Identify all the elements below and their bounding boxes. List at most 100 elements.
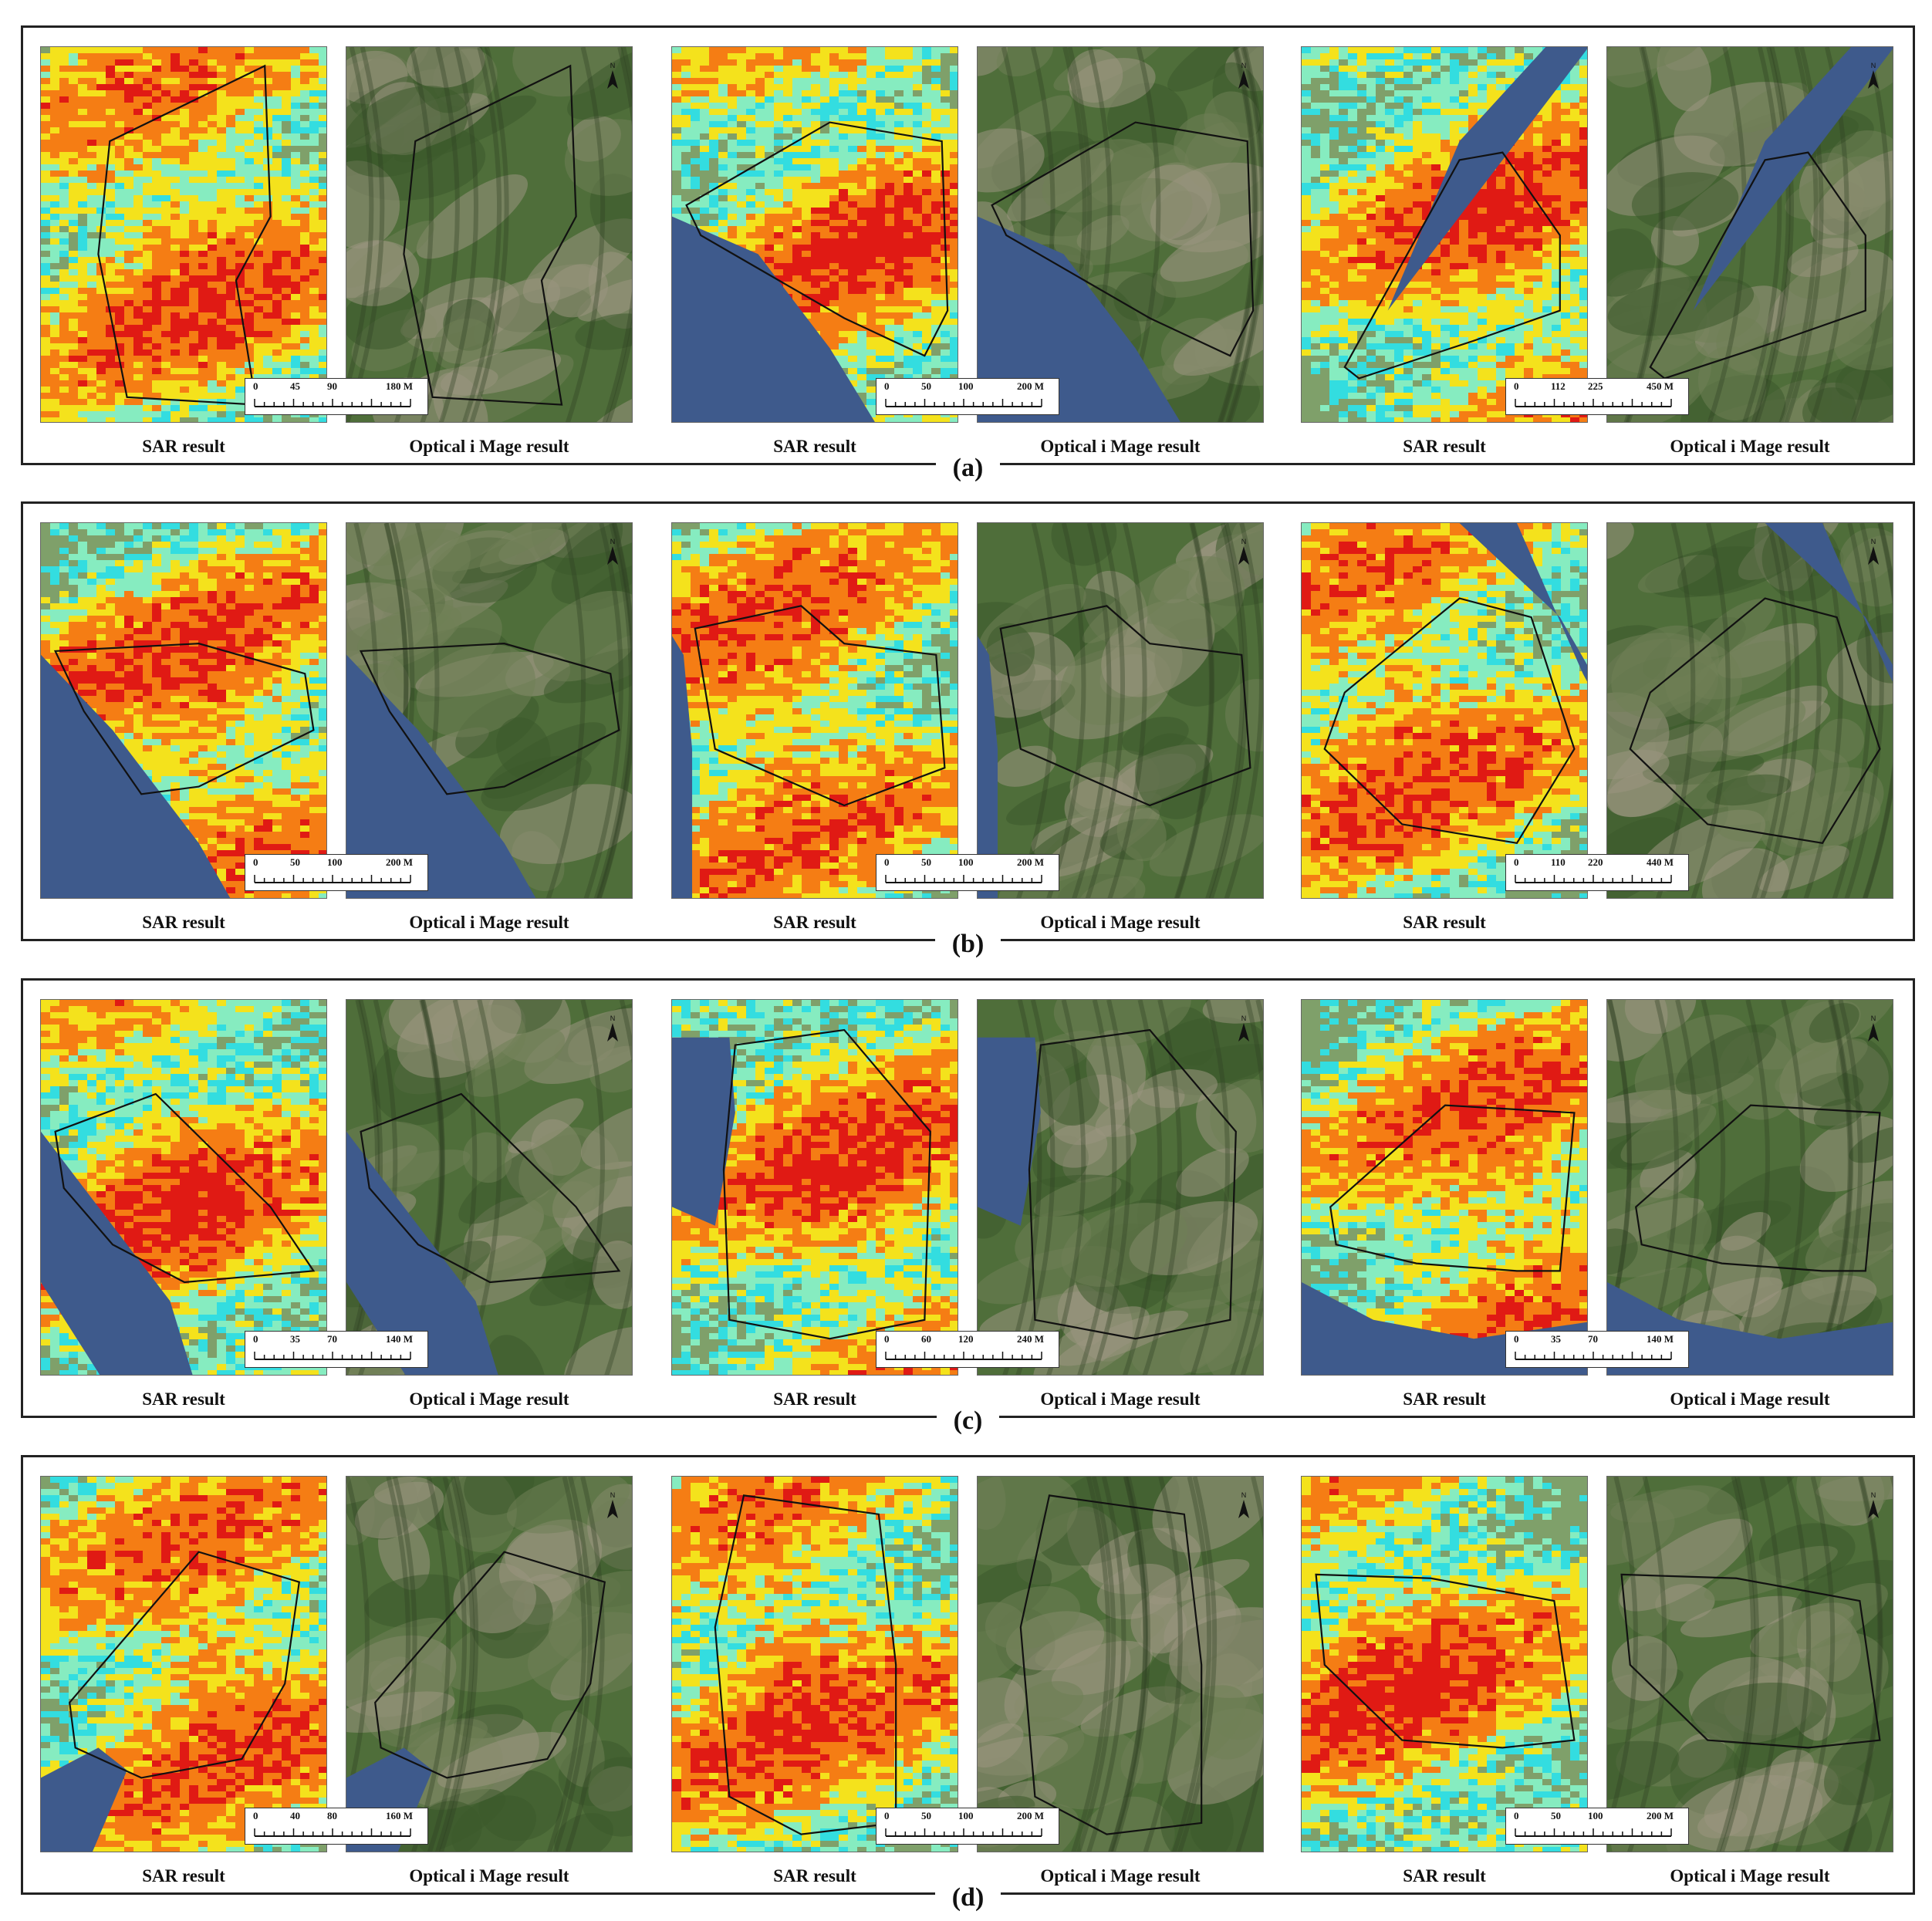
optical-image-caption: Optical i Mage result: [1670, 1866, 1830, 1886]
scale-bar-label: 50: [290, 856, 300, 868]
scale-bar-label: 0: [253, 1810, 258, 1821]
optical-image: N: [977, 522, 1264, 899]
optical-image-caption: Optical i Mage result: [409, 437, 569, 456]
sar-result-image: [1301, 522, 1588, 899]
panel-1: N 0 50 100 200 M SAR result Optical i Mage res…: [21, 501, 1915, 958]
sar-result-caption: SAR result: [773, 913, 856, 932]
scale-bar-label: 35: [1551, 1333, 1561, 1345]
sar-result-caption: SAR result: [142, 437, 225, 456]
optical-image: N: [1606, 999, 1893, 1376]
sar-result-caption: SAR result: [1403, 913, 1486, 932]
svg-text:N: N: [1871, 62, 1876, 69]
sar-result-caption: SAR result: [773, 437, 856, 456]
scale-bar: 0 40 80 160 M: [245, 1808, 428, 1845]
north-arrow-icon: N: [1865, 1014, 1882, 1045]
scale-bar-label: 0: [253, 1333, 258, 1345]
optical-image: N: [977, 999, 1264, 1376]
north-arrow-icon: N: [1235, 537, 1252, 568]
scale-bar-label: 200 M: [1017, 1810, 1045, 1821]
scale-bar-label: 200 M: [386, 856, 414, 868]
sar-result-image: [40, 46, 327, 423]
optical-image-caption: Optical i Mage result: [409, 1866, 569, 1886]
north-arrow-icon: N: [604, 61, 621, 92]
scale-bar: 0 50 100 200 M: [876, 1808, 1059, 1845]
scale-bar: 0 50 100 200 M: [876, 378, 1059, 415]
scale-bar-label: 70: [1588, 1333, 1598, 1345]
scale-bar: 0 112 225 450 M: [1505, 378, 1689, 415]
sar-result-caption: SAR result: [1403, 437, 1486, 456]
north-arrow-icon: N: [1865, 1491, 1882, 1521]
svg-text:N: N: [1241, 62, 1247, 69]
scale-bar-label: 112: [1551, 380, 1566, 392]
scale-bar-label: 100: [958, 380, 974, 392]
scale-bar: 0 35 70 140 M: [1505, 1331, 1689, 1368]
sar-result-caption: SAR result: [142, 913, 225, 932]
scale-bar-label: 220: [1588, 856, 1603, 868]
optical-image: N: [977, 46, 1264, 423]
north-arrow-icon: N: [1865, 61, 1882, 92]
sar-result-image: [40, 522, 327, 899]
sar-result-caption: SAR result: [142, 1866, 225, 1886]
panel-label: (c): [23, 1406, 1913, 1436]
svg-text:N: N: [610, 62, 616, 69]
scale-bar-label: 0: [884, 1810, 890, 1821]
north-arrow-icon: N: [1865, 537, 1882, 568]
scale-bar-label: 0: [253, 856, 258, 868]
sar-result-image: [40, 1476, 327, 1852]
scale-bar-label: 180 M: [386, 380, 414, 392]
scale-bar-label: 50: [921, 856, 931, 868]
scale-bar-label: 35: [290, 1333, 300, 1345]
optical-image: N: [1606, 1476, 1893, 1852]
sar-result-image: [671, 1476, 958, 1852]
scale-bar-label: 70: [327, 1333, 337, 1345]
scale-bar-label: 140 M: [1647, 1333, 1674, 1345]
optical-image-caption: Optical i Mage result: [1670, 437, 1830, 456]
panel-0: N 0 45 90 180 M SAR result Optical i Mage resu…: [21, 25, 1915, 482]
scale-bar-label: 100: [958, 856, 974, 868]
sar-result-caption: SAR result: [773, 1389, 856, 1409]
optical-image-caption: Optical i Mage result: [409, 1389, 569, 1409]
optical-image-caption: Optical i Mage result: [1040, 913, 1201, 932]
scale-bar-label: 50: [921, 1810, 931, 1821]
scale-bar-label: 225: [1588, 380, 1603, 392]
optical-image: N: [977, 1476, 1264, 1852]
scale-bar-label: 140 M: [386, 1333, 414, 1345]
scale-bar-label: 100: [1588, 1810, 1603, 1821]
north-arrow-icon: N: [604, 1491, 621, 1521]
scale-bar-label: 200 M: [1017, 380, 1045, 392]
scale-bar-label: 0: [1514, 856, 1519, 868]
panel-3: N 0 40 80 160 M SAR result Optical i Mage resu…: [21, 1455, 1915, 1912]
scale-bar-label: 160 M: [386, 1810, 414, 1821]
north-arrow-icon: N: [604, 1014, 621, 1045]
optical-image: N: [346, 46, 633, 423]
optical-image-caption: Optical i Mage result: [1670, 1389, 1830, 1409]
panel-label: (b): [23, 930, 1913, 959]
north-arrow-icon: N: [1235, 1014, 1252, 1045]
scale-bar-label: 200 M: [1647, 1810, 1674, 1821]
scale-bar-label: 60: [921, 1333, 931, 1345]
panel-label-text: (c): [936, 1406, 1000, 1435]
optical-image: N: [346, 522, 633, 899]
scale-bar-label: 100: [958, 1810, 974, 1821]
sar-result-caption: SAR result: [773, 1866, 856, 1886]
north-arrow-icon: N: [1235, 1491, 1252, 1521]
scale-bar-label: 100: [327, 856, 343, 868]
sar-result-image: [1301, 46, 1588, 423]
scale-bar-label: 40: [290, 1810, 300, 1821]
scale-bar: 0 45 90 180 M: [245, 378, 428, 415]
scale-bar: 0 60 120 240 M: [876, 1331, 1059, 1368]
optical-image: N: [346, 999, 633, 1376]
sar-result-image: [1301, 1476, 1588, 1852]
scale-bar-label: 240 M: [1017, 1333, 1045, 1345]
sar-result-image: [40, 999, 327, 1376]
scale-bar: 0 50 100 200 M: [245, 854, 428, 891]
scale-bar-label: 90: [327, 380, 337, 392]
panel-label: (d): [23, 1883, 1913, 1913]
optical-image-caption: Optical i Mage result: [1040, 437, 1201, 456]
optical-image-caption: Optical i Mage result: [409, 913, 569, 932]
optical-image-caption: Optical i Mage result: [1040, 1389, 1201, 1409]
sar-result-caption: SAR result: [1403, 1389, 1486, 1409]
scale-bar-label: 50: [1551, 1810, 1561, 1821]
scale-bar-label: 0: [884, 380, 890, 392]
sar-result-caption: SAR result: [142, 1389, 225, 1409]
